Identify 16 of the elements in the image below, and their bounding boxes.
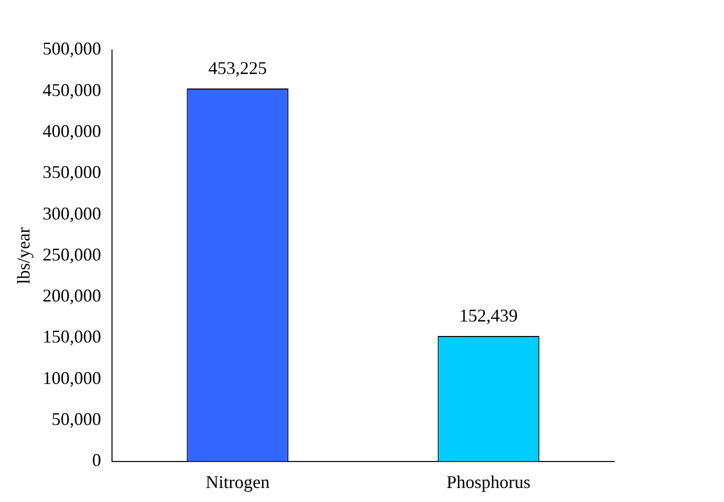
y-tick-label: 400,000 bbox=[42, 121, 102, 142]
data-label: 453,225 bbox=[208, 58, 267, 78]
data-label: 152,439 bbox=[459, 306, 518, 326]
y-tick-label: 0 bbox=[92, 450, 102, 470]
y-tick-label: 50,000 bbox=[52, 408, 102, 429]
y-axis-title: lbs/year bbox=[14, 227, 34, 284]
x-tick-label: Nitrogen bbox=[206, 472, 270, 492]
y-tick-label: 250,000 bbox=[42, 244, 102, 264]
y-tick-label: 200,000 bbox=[42, 286, 102, 306]
x-tick-label: Phosphorus bbox=[446, 472, 531, 492]
y-tick-label: 150,000 bbox=[42, 326, 102, 347]
y-tick-label: 450,000 bbox=[42, 80, 102, 100]
y-tick-label: 350,000 bbox=[42, 162, 102, 182]
y-tick-label: 300,000 bbox=[42, 203, 102, 224]
y-tick-label: 500,000 bbox=[42, 38, 102, 59]
y-tick-label: 100,000 bbox=[42, 368, 102, 388]
